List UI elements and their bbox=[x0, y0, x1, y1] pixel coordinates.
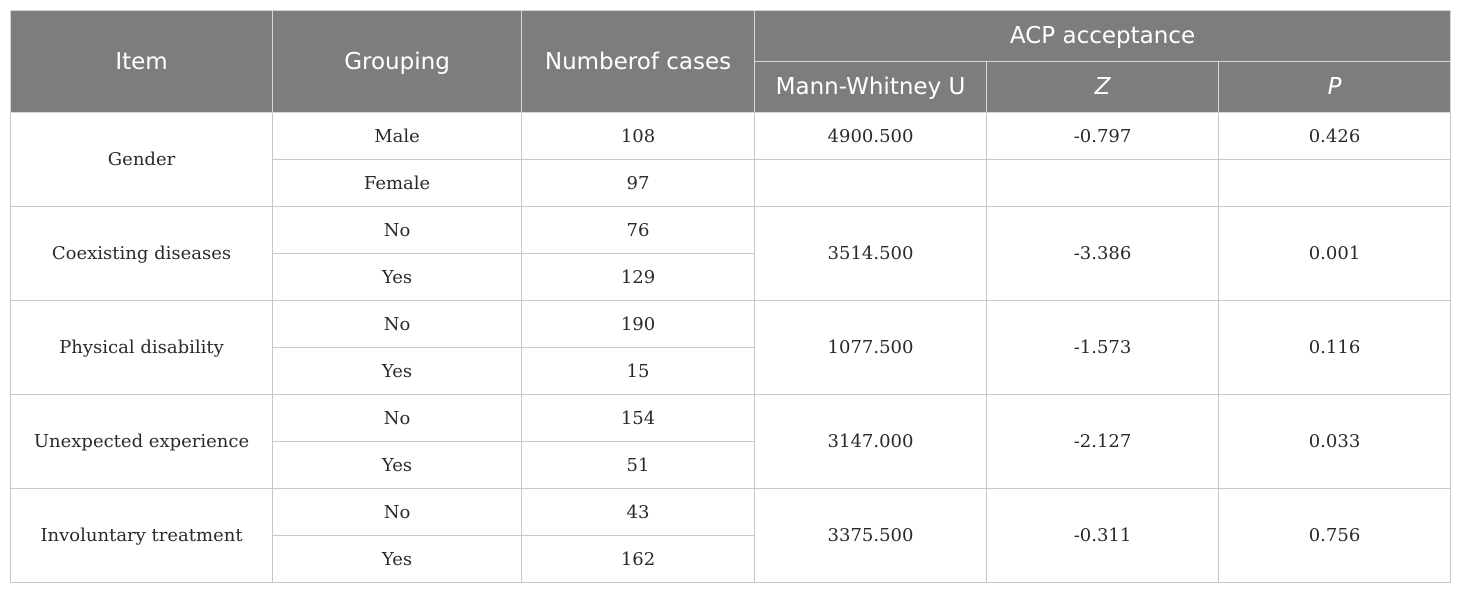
header-z: Z bbox=[986, 61, 1219, 113]
z-value: -0.311 bbox=[986, 488, 1219, 583]
table-row: Unexpected experience No 154 3147.000 -2… bbox=[10, 394, 1452, 489]
group-name: Yes bbox=[272, 253, 522, 301]
mann-whitney-u-value: 3375.500 bbox=[754, 488, 987, 583]
table-row: Involuntary treatment No 43 3375.500 -0.… bbox=[10, 488, 1452, 583]
p-value: 0.001 bbox=[1217, 206, 1452, 301]
z-value: -3.386 bbox=[986, 206, 1219, 301]
header-grouping: Grouping bbox=[272, 10, 522, 113]
table-row: Physical disability No 190 1077.500 -1.5… bbox=[10, 300, 1452, 395]
item-label: Unexpected experience bbox=[10, 394, 273, 489]
table-row: Yes 129 bbox=[11, 253, 1451, 301]
group-name: No bbox=[272, 488, 522, 536]
group-name: Male bbox=[272, 112, 522, 160]
table-row: Yes 15 bbox=[11, 347, 1451, 395]
table-body: Gender Male 108 4900.500 -0.797 0.426 Fe… bbox=[10, 112, 1452, 583]
table-row: Gender Male 108 4900.500 -0.797 0.426 bbox=[10, 112, 1452, 207]
header-mann-whitney-u: Mann-Whitney U bbox=[754, 61, 987, 113]
group-name: No bbox=[272, 394, 522, 442]
empty-cell bbox=[986, 159, 1219, 207]
header-number-of-cases: Numberof cases bbox=[521, 10, 755, 113]
group-cases: 15 bbox=[521, 347, 755, 395]
group-name: Female bbox=[272, 159, 522, 207]
header-acp-acceptance: ACP acceptance bbox=[753, 10, 1452, 62]
item-label: Coexisting diseases bbox=[10, 206, 273, 301]
item-label: Involuntary treatment bbox=[10, 488, 273, 583]
group-cases: 190 bbox=[521, 300, 755, 348]
p-value: 0.033 bbox=[1217, 394, 1452, 489]
item-label: Gender bbox=[10, 112, 273, 207]
group-name: Yes bbox=[272, 535, 522, 583]
group-cases: 154 bbox=[521, 394, 755, 442]
group-cases: 76 bbox=[521, 206, 755, 254]
group-cases: 51 bbox=[521, 441, 755, 489]
group-cases: 97 bbox=[521, 159, 755, 207]
group-name: No bbox=[272, 206, 522, 254]
p-value: 0.116 bbox=[1217, 300, 1452, 395]
group-name: Yes bbox=[272, 347, 522, 395]
table-header: Item Grouping Numberof cases ACP accepta… bbox=[10, 10, 1452, 113]
item-label: Physical disability bbox=[10, 300, 273, 395]
mann-whitney-u-value: 3147.000 bbox=[754, 394, 987, 489]
table-row: Female 97 bbox=[11, 159, 1452, 207]
z-value: -2.127 bbox=[986, 394, 1219, 489]
empty-cell bbox=[754, 159, 987, 207]
z-value: -0.797 bbox=[986, 112, 1219, 160]
z-value: -1.573 bbox=[986, 300, 1219, 395]
table-row: Yes 162 bbox=[11, 535, 1451, 583]
group-cases: 108 bbox=[521, 112, 755, 160]
mann-whitney-u-value: 3514.500 bbox=[754, 206, 987, 301]
p-value: 0.756 bbox=[1217, 488, 1452, 583]
header-item: Item bbox=[10, 10, 273, 113]
mann-whitney-u-value: 4900.500 bbox=[754, 112, 987, 160]
empty-cell bbox=[1217, 159, 1452, 207]
table-row: Coexisting diseases No 76 3514.500 -3.38… bbox=[10, 206, 1452, 301]
table-row: Yes 51 bbox=[11, 441, 1451, 489]
group-name: Yes bbox=[272, 441, 522, 489]
mann-whitney-u-value: 1077.500 bbox=[754, 300, 987, 395]
p-value: 0.426 bbox=[1217, 112, 1452, 160]
acp-acceptance-table: Item Grouping Numberof cases ACP accepta… bbox=[10, 10, 1452, 583]
group-cases: 43 bbox=[521, 488, 755, 536]
group-name: No bbox=[272, 300, 522, 348]
header-p: P bbox=[1217, 61, 1452, 113]
group-cases: 129 bbox=[521, 253, 755, 301]
group-cases: 162 bbox=[521, 535, 755, 583]
